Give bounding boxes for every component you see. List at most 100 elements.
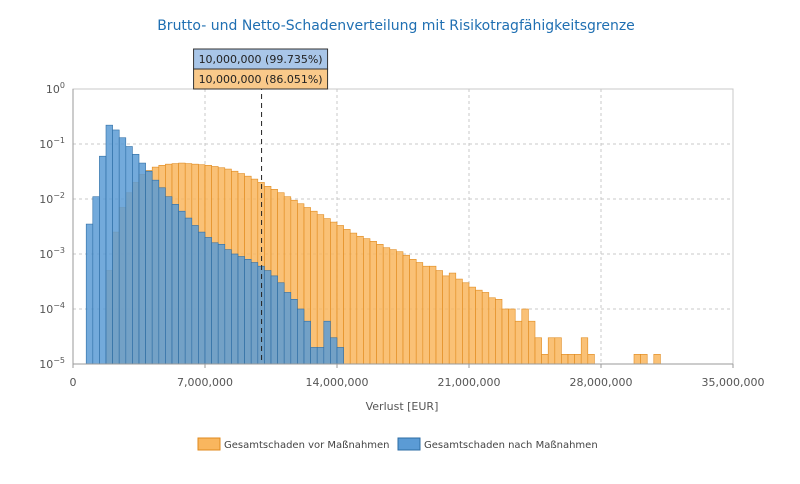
histogram-bar[interactable] [303,320,311,365]
histogram-bar[interactable] [514,320,523,365]
histogram-bar[interactable] [316,347,325,365]
histogram-bar[interactable] [382,247,391,365]
histogram-bar[interactable] [369,241,377,365]
histogram-bar[interactable] [125,146,133,365]
histogram-bar[interactable] [488,297,496,365]
histogram-bar[interactable] [389,249,397,365]
histogram-bar[interactable] [224,249,232,365]
histogram-bar[interactable] [323,320,331,365]
histogram-bar[interactable] [547,337,556,365]
histogram-bar[interactable] [475,289,483,365]
histogram-bar[interactable] [85,223,94,365]
histogram-bar[interactable] [198,231,206,365]
histogram-bar[interactable] [99,155,107,365]
histogram-bar[interactable] [171,204,179,365]
histogram-bar[interactable] [633,354,641,365]
histogram-bar[interactable] [442,275,450,365]
histogram-bar[interactable] [290,299,298,365]
histogram-bar[interactable] [118,137,127,365]
x-tick-label: 0 [70,376,77,389]
histogram-bar[interactable] [112,129,120,365]
histogram-bar[interactable] [415,262,424,365]
histogram-bar[interactable] [508,308,516,365]
bars-layer [85,124,661,365]
histogram-bar[interactable] [481,292,490,365]
histogram-bar[interactable] [105,124,113,365]
histogram-bar[interactable] [145,170,153,365]
histogram-bar[interactable] [363,238,371,365]
legend[interactable]: Gesamtschaden vor Maßnahmen Gesamtschaden… [197,437,598,451]
histogram-bar[interactable] [567,354,575,365]
histogram-bar[interactable] [528,320,536,365]
histogram-bar[interactable] [191,225,199,365]
histogram-bar[interactable] [396,251,404,365]
histogram-bar[interactable] [356,235,364,365]
y-tick-label: 10−3 [39,246,65,261]
histogram-bar[interactable] [349,232,358,365]
histogram-bar[interactable] [409,259,417,365]
histogram-bar[interactable] [277,282,285,365]
histogram-bar[interactable] [231,253,239,365]
histogram-bar[interactable] [178,210,186,365]
histogram-bar[interactable] [336,225,344,365]
histogram-bar[interactable] [244,259,252,365]
histogram-bar[interactable] [330,337,338,365]
histogram-bar[interactable] [250,262,259,365]
histogram-bar[interactable] [402,254,410,365]
y-tick-label: 10−5 [39,356,65,371]
histogram-bar[interactable] [495,299,503,365]
histogram-bar[interactable] [468,286,476,365]
histogram-bar[interactable] [640,354,648,365]
histogram-bar[interactable] [211,242,219,365]
x-tick-label: 35,000,000 [702,376,765,389]
histogram-bar[interactable] [561,354,569,365]
histogram-bar[interactable] [310,347,318,365]
histogram-bar[interactable] [376,244,384,365]
histogram-bar[interactable] [283,292,292,365]
limit-marker: 10,000,000 (99.735%) 10,000,000 (86.051%) [193,48,329,364]
histogram-bar[interactable] [151,179,160,365]
histogram-bar[interactable] [165,196,173,365]
histogram-bar[interactable] [501,308,509,365]
x-axis-title: Verlust [EUR] [366,400,439,413]
histogram-bar[interactable] [462,282,470,365]
histogram-bar[interactable] [429,265,437,365]
legend-swatch [397,437,421,451]
histogram-bar[interactable] [541,354,549,365]
histogram-bar[interactable] [184,217,193,365]
histogram-bar[interactable] [435,270,443,365]
histogram-bar[interactable] [587,354,595,365]
histogram-bar[interactable] [521,308,529,365]
x-tick-label: 21,000,000 [438,376,501,389]
series-after-measures [85,124,344,365]
legend-item[interactable]: Gesamtschaden vor Maßnahmen [197,437,390,451]
limit-callout: 10,000,000 (86.051%) [193,68,329,90]
histogram-bar[interactable] [138,162,146,365]
histogram-bar[interactable] [574,354,582,365]
histogram-bar[interactable] [158,187,166,365]
callout-text: 10,000,000 (86.051%) [199,73,323,86]
histogram-bar[interactable] [455,278,463,365]
histogram-bar[interactable] [336,347,344,365]
histogram-bar[interactable] [270,275,278,365]
legend-item[interactable]: Gesamtschaden nach Maßnahmen [397,437,598,451]
histogram-bar[interactable] [343,229,351,365]
histogram-bar[interactable] [310,210,318,365]
histogram-bar[interactable] [204,237,212,365]
histogram-bar[interactable] [422,265,430,365]
histogram-bar[interactable] [237,256,245,365]
histogram-bar[interactable] [653,354,661,365]
histogram-bar[interactable] [132,153,140,365]
histogram-bar[interactable] [316,214,325,365]
y-tick-label: 100 [46,81,65,96]
histogram-bar[interactable] [580,337,589,365]
x-tick-label: 28,000,000 [570,376,633,389]
histogram-bar[interactable] [448,272,457,365]
histogram-bar[interactable] [217,244,226,365]
histogram-bar[interactable] [297,308,305,365]
histogram-bar[interactable] [534,337,542,365]
histogram-bar[interactable] [264,270,272,365]
histogram-bar[interactable] [92,196,100,365]
histogram-bar[interactable] [554,337,562,365]
